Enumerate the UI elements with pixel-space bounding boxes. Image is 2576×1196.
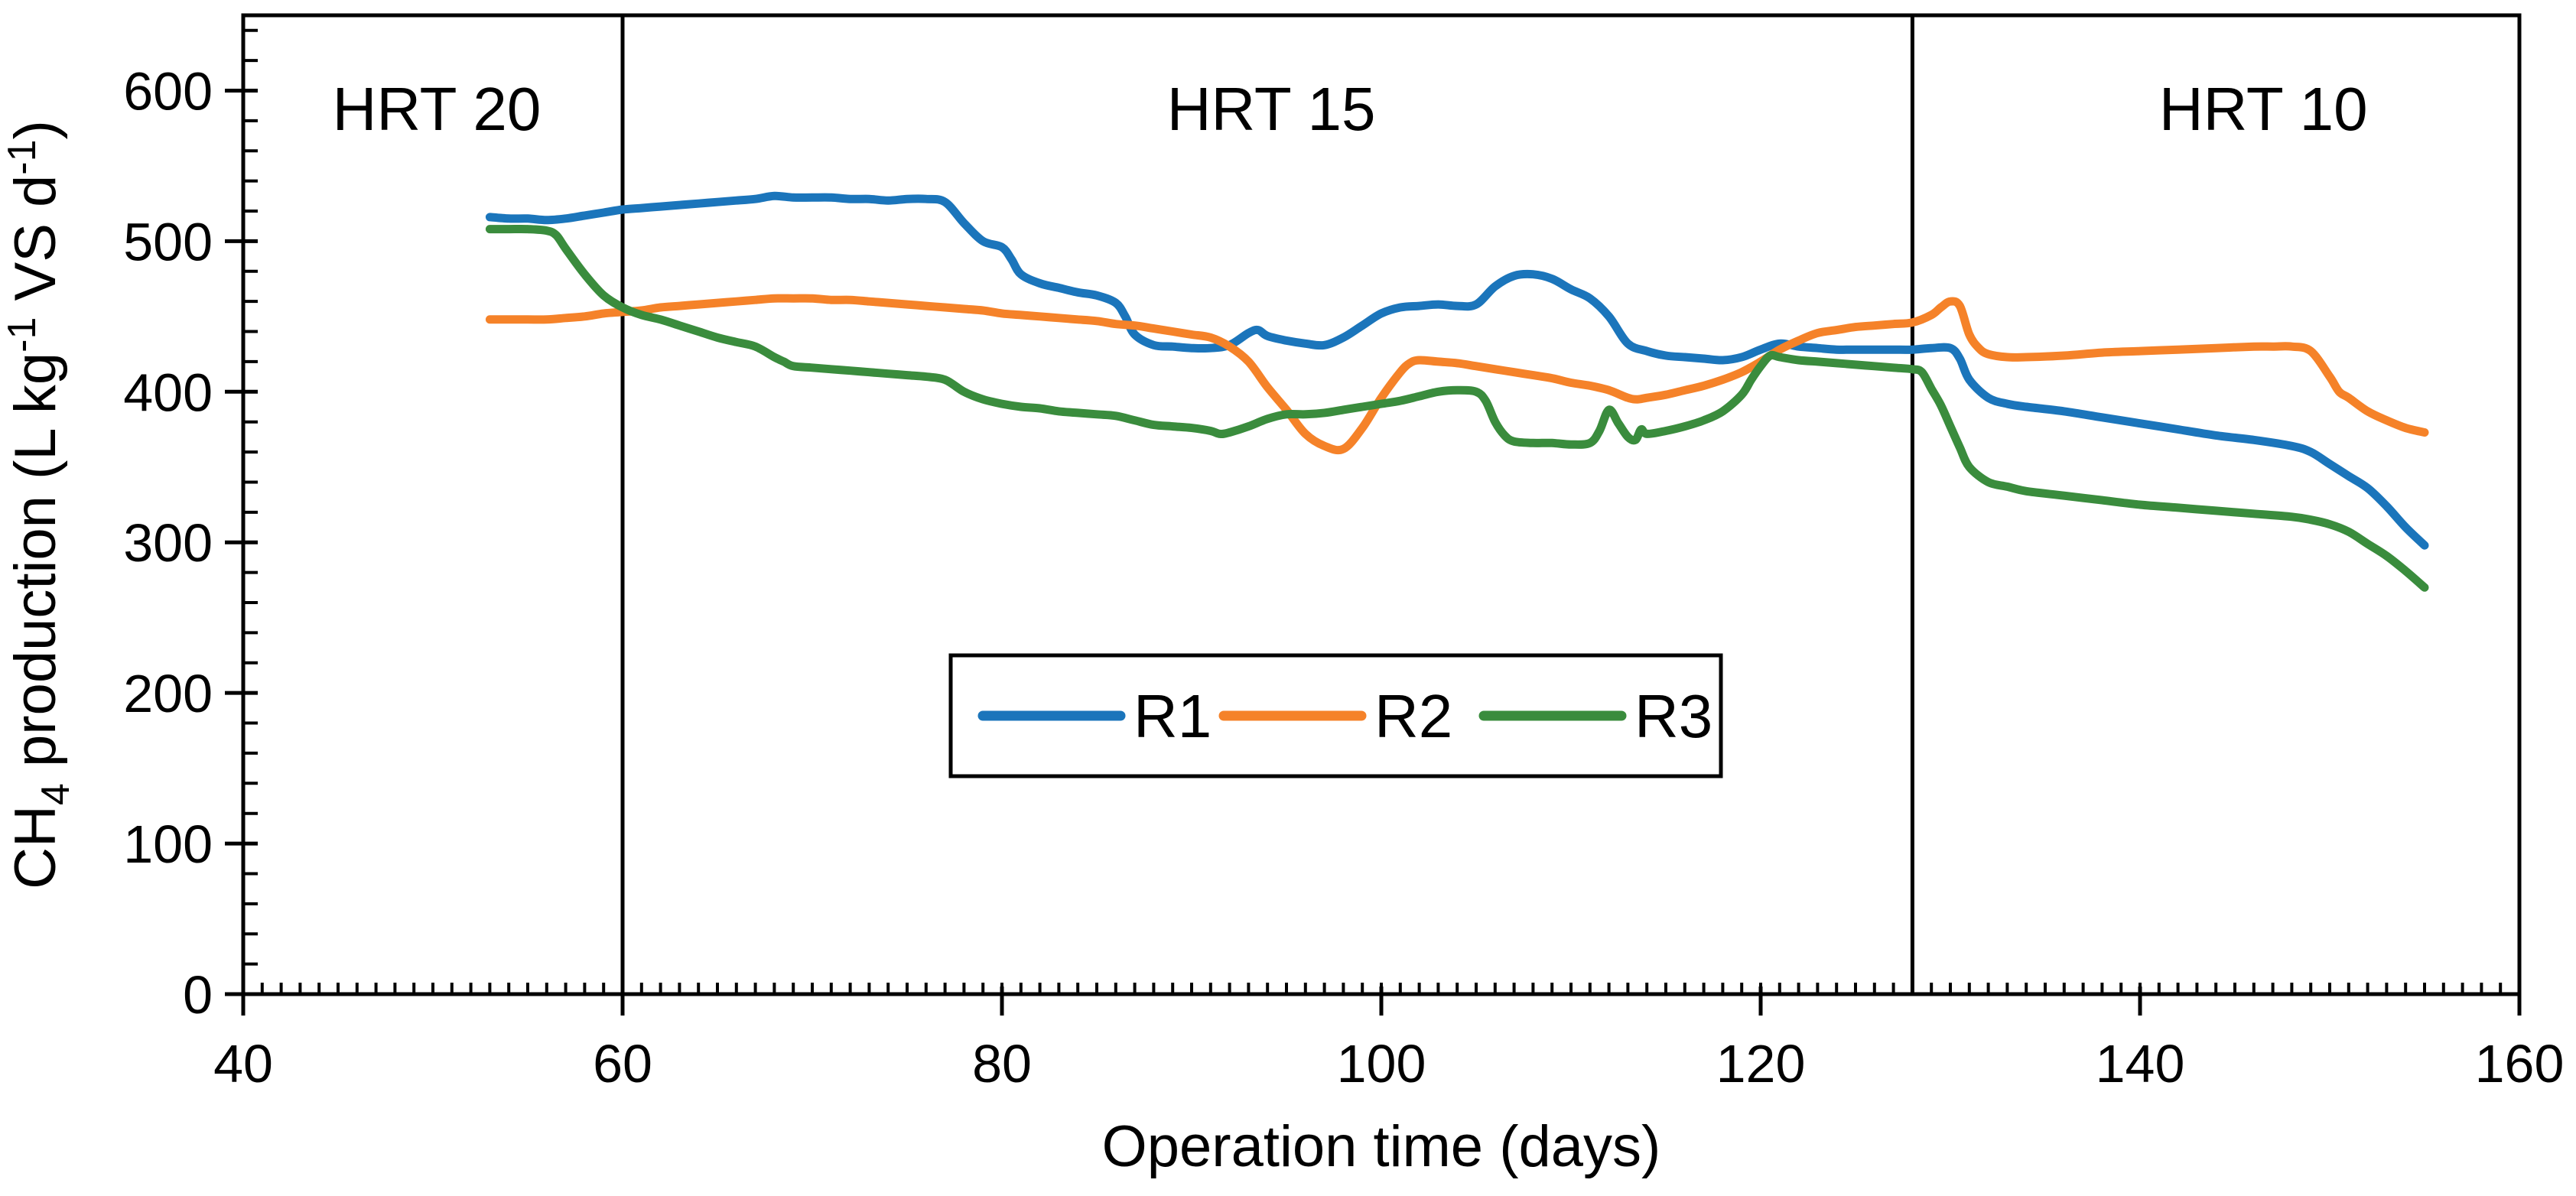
y-tick-label: 0 xyxy=(183,965,213,1025)
x-tick-label: 140 xyxy=(2096,1034,2185,1094)
x-tick-label: 100 xyxy=(1337,1034,1426,1094)
x-tick-label: 160 xyxy=(2475,1034,2565,1094)
series-line-r2 xyxy=(485,294,2429,455)
y-tick-label: 100 xyxy=(123,814,213,874)
x-axis-title: Operation time (days) xyxy=(1102,1114,1661,1179)
y-tick-label: 200 xyxy=(123,664,213,723)
x-tick-label: 60 xyxy=(593,1034,652,1094)
phase-label: HRT 20 xyxy=(333,75,542,143)
y-tick-label: 600 xyxy=(123,61,213,121)
y-tick-label: 500 xyxy=(123,212,213,271)
legend-label-r1: R1 xyxy=(1134,682,1212,750)
y-tick-label: 400 xyxy=(123,362,213,422)
y-axis-title: CH4​ production (L kg-1​ VS d-1​) xyxy=(0,120,78,889)
x-tick-label: 120 xyxy=(1716,1034,1806,1094)
legend-label-r2: R2 xyxy=(1374,682,1452,750)
series-line-r1 xyxy=(485,191,2429,550)
x-tick-label: 40 xyxy=(213,1034,273,1094)
y-tick-label: 300 xyxy=(123,513,213,573)
x-tick-label: 80 xyxy=(972,1034,1032,1094)
legend-label-r3: R3 xyxy=(1634,682,1712,750)
series-line-r3 xyxy=(485,224,2429,592)
phase-label: HRT 10 xyxy=(2159,75,2368,143)
phase-label: HRT 15 xyxy=(1167,75,1376,143)
